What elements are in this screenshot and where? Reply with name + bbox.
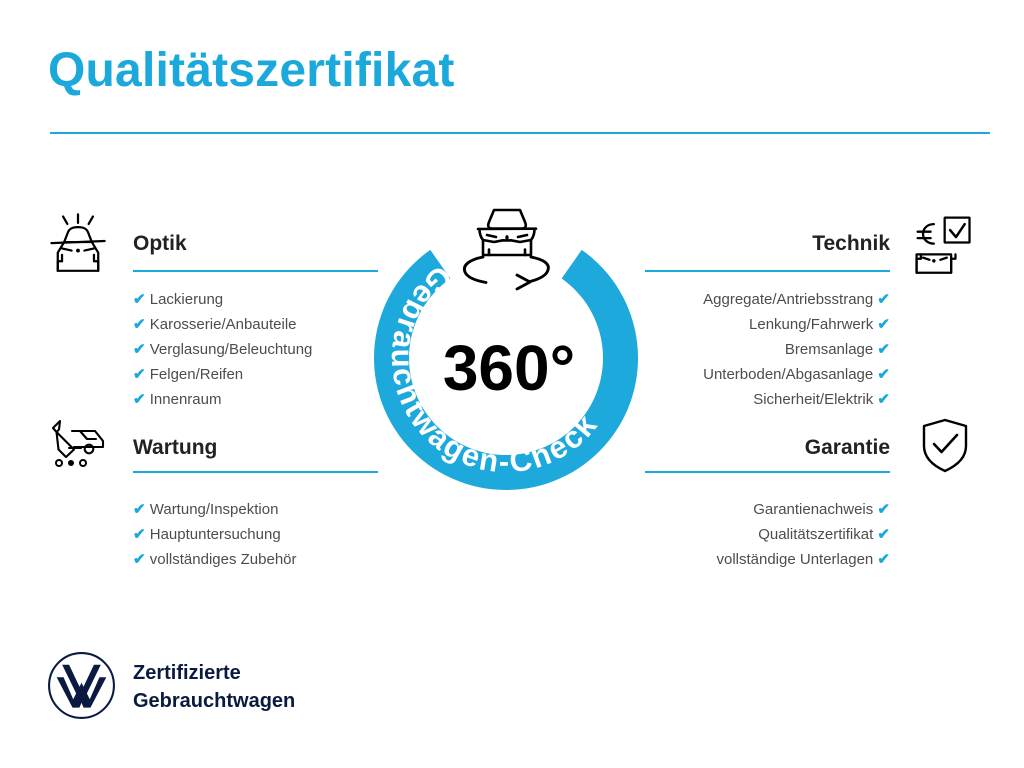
svg-text:360°: 360° [443,332,575,404]
